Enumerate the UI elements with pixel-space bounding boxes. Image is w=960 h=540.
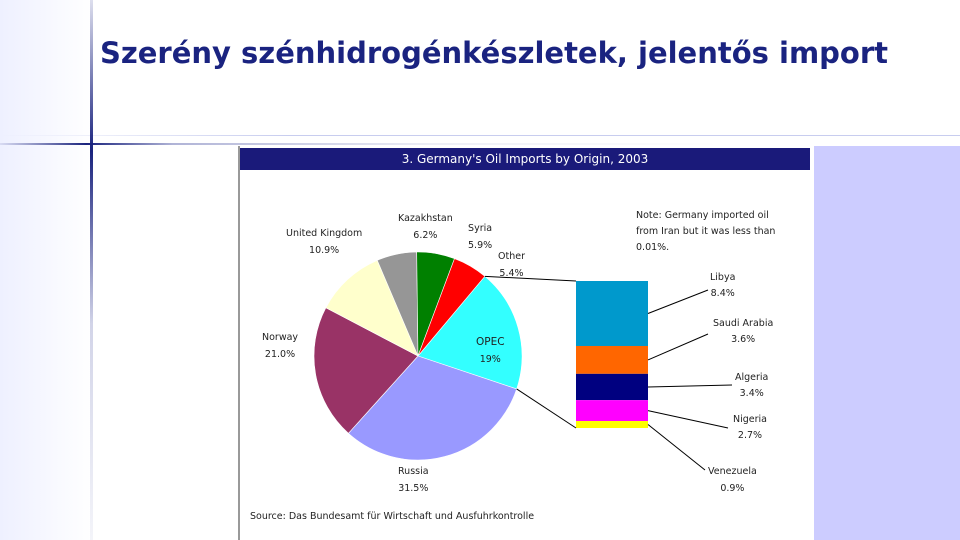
label-other-name: Other [498,251,525,262]
label-norway-value: 21.0% [264,349,296,360]
label-nigeria: Nigeria 2.7% [733,414,767,442]
label-nigeria-name: Nigeria [733,414,767,425]
chart-note: Note: Germany imported oil from Iran but… [636,210,776,253]
label-uk-name: United Kingdom [286,228,363,239]
label-uk-value: 10.9% [309,245,340,256]
label-opec-name: OPEC [476,336,505,348]
label-opec-value: 19% [479,354,501,365]
label-norway-name: Norway [262,332,299,343]
label-kazakhstan: Kazakhstan 6.2% [398,213,453,242]
leader-line-venezuela [647,424,706,471]
label-saudi-arabia: Saudi Arabia 3.6% [713,318,773,346]
label-kazakhstan-name: Kazakhstan [398,213,453,224]
opec-bar-venezuela [576,421,648,428]
label-venezuela-value: 0.9% [720,483,745,494]
label-algeria-value: 3.4% [739,388,764,399]
connector-line-top [484,275,577,282]
label-syria-value: 5.9% [468,240,493,251]
title-underline-rule [0,135,960,136]
label-united-kingdom: United Kingdom 10.9% [286,228,362,257]
label-opec: OPEC 19% [476,336,505,366]
label-norway: Norway 21.0% [262,332,298,361]
leader-line-saudi-arabia [647,333,709,361]
label-algeria-name: Algeria [735,372,769,383]
label-venezuela: Venezuela 0.9% [708,466,757,495]
chart-title: 3. Germany's Oil Imports by Origin, 2003 [401,152,649,166]
pie-slice-opec [417,275,523,390]
label-syria: Syria 5.9% [468,223,492,252]
opec-bar-algeria [576,373,648,401]
pie-slice-other [417,258,486,357]
label-venezuela-name: Venezuela [708,466,757,477]
label-saudi-arabia-name: Saudi Arabia [713,318,774,329]
label-russia-value: 31.5% [398,483,429,494]
horizontal-accent-line [0,143,960,145]
label-other: Other 5.4% [498,251,525,280]
pie-slice-russia [348,355,518,461]
label-russia: Russia 31.5% [398,466,429,495]
chart-source: Source: Das Bundesamt für Wirtschaft und… [250,511,535,522]
opec-bar-nigeria [576,400,648,422]
pie-slice-united-kingdom [325,259,419,357]
pie-slice-norway [313,307,419,434]
chart-header-bar [240,148,810,170]
connector-line-bottom [516,388,577,429]
label-libya: Libya 8.4% [710,272,735,300]
label-nigeria-value: 2.7% [737,430,763,441]
label-saudi-arabia-value: 3.6% [731,334,756,345]
leader-line-algeria [647,384,733,388]
vertical-accent-line [90,0,93,540]
label-algeria: Algeria 3.4% [735,372,768,400]
right-decor-panel [812,146,960,540]
opec-bar-libya [576,281,648,346]
label-libya-name: Libya [710,272,736,283]
opec-bar-saudi-arabia [576,345,648,374]
label-libya-value: 8.4% [710,288,735,299]
label-russia-name: Russia [398,466,429,477]
leader-line-nigeria [647,410,729,429]
label-syria-name: Syria [468,223,493,234]
label-kazakhstan-value: 6.2% [413,230,438,241]
leader-line-libya [647,289,709,314]
slide-title: Szerény szénhidrogénkészletek, jelentős … [100,36,889,70]
label-other-value: 5.4% [499,268,524,279]
left-gradient-background [0,0,92,540]
